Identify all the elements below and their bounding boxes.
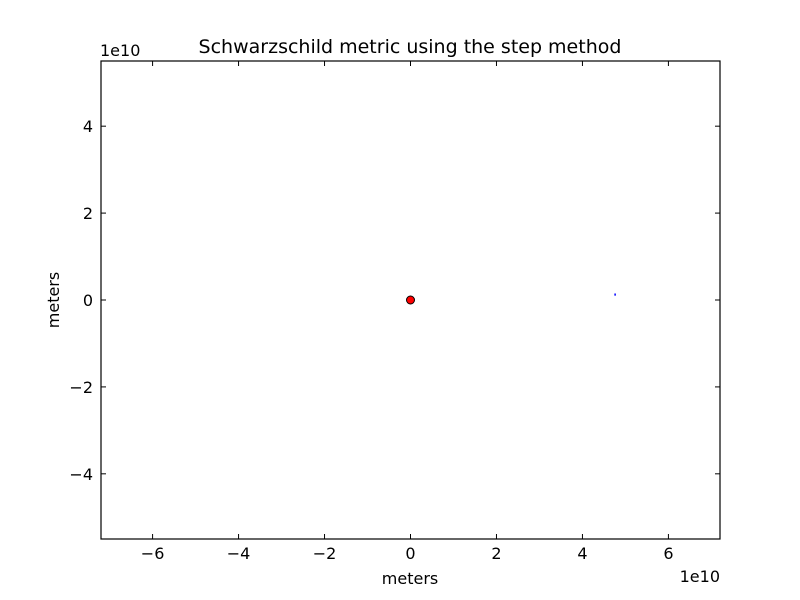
data-point — [406, 295, 415, 305]
y-axis-label: meters — [44, 272, 63, 328]
y-tick-label: 2 — [83, 204, 93, 223]
x-offset-label: 1e10 — [680, 567, 720, 586]
x-axis-label: meters — [382, 569, 438, 588]
x-tick-label: 2 — [491, 544, 501, 563]
x-tick-label: 0 — [405, 544, 415, 563]
plot-marks — [406, 293, 616, 305]
x-tick-label: −4 — [227, 544, 251, 563]
y-tick-label: 0 — [83, 291, 93, 310]
y-tick-label: 4 — [83, 117, 93, 136]
x-tick-label: 4 — [577, 544, 587, 563]
x-tick-label: −2 — [313, 544, 337, 563]
x-tick-label: 6 — [663, 544, 673, 563]
x-tick-label: −6 — [141, 544, 165, 563]
y-tick-label: −4 — [69, 465, 93, 484]
y-tick-label: −2 — [69, 378, 93, 397]
chart-title: Schwarzschild metric using the step meth… — [199, 36, 622, 58]
plot-frame — [100, 60, 721, 540]
axis-ticks: −6 −4 −2 0 2 4 6 −4 −2 0 2 4 — [69, 61, 720, 563]
y-offset-label: 1e10 — [100, 41, 140, 60]
